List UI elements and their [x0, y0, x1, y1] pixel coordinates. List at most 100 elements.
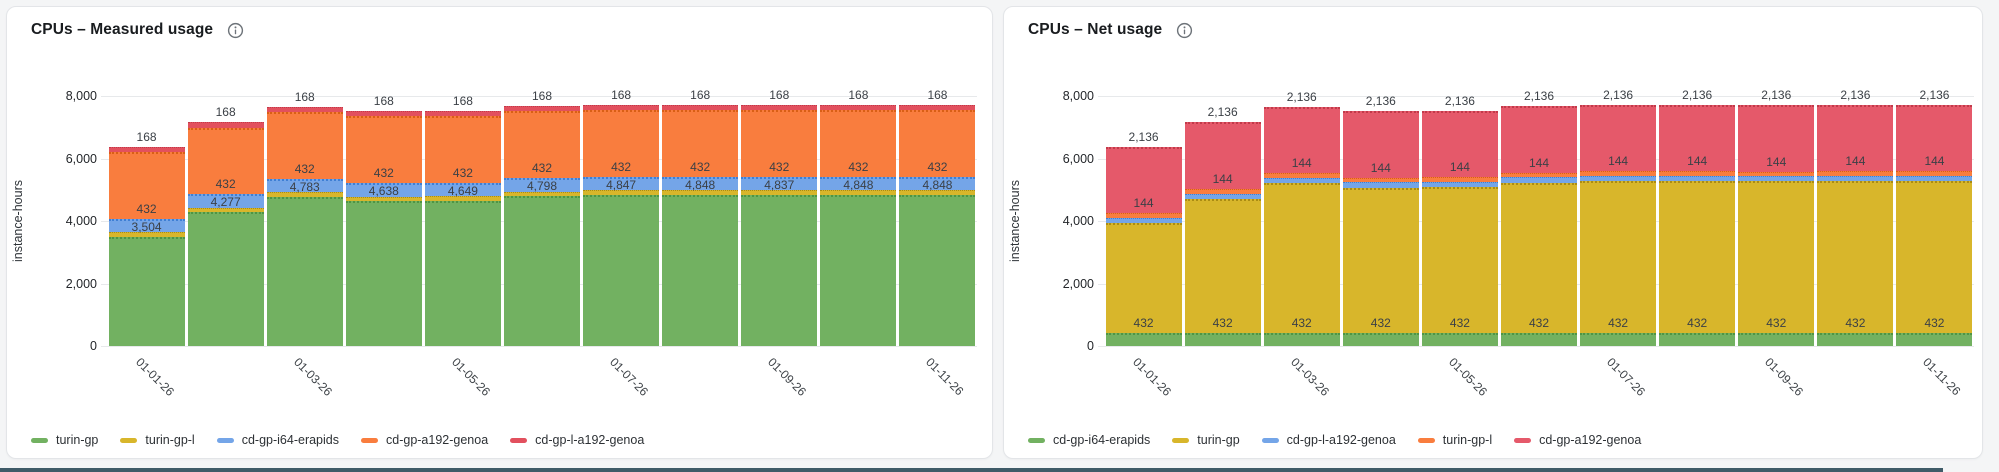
legend-item-cd-gp-l-a192-genoa[interactable]: cd-gp-l-a192-genoa [1261, 433, 1396, 447]
bar-segment-turin-gp-l[interactable] [345, 196, 422, 202]
legend-item-turin-gp[interactable]: turin-gp [31, 433, 98, 447]
legend-item-cd-gp-i64-erapids[interactable]: cd-gp-i64-erapids [1028, 433, 1150, 447]
bar-segment-cd-gp-l-a192-genoa[interactable] [1896, 175, 1973, 181]
bar-segment-cd-gp-l-a192-genoa[interactable] [1500, 177, 1578, 183]
info-icon[interactable] [1176, 22, 1193, 39]
bar-segment-turin-gp-l[interactable] [820, 190, 897, 195]
bar-segment-turin-gp-l[interactable] [899, 190, 976, 195]
bar-segment-cd-gp-i64-erapids[interactable] [1263, 332, 1340, 346]
bar-segment-cd-gp-a192-genoa[interactable] [266, 111, 343, 179]
bar-segment-turin-gp[interactable] [1500, 182, 1578, 333]
bar-segment-turin-gp[interactable] [820, 194, 897, 346]
legend-item-turin-gp-l[interactable]: turin-gp-l [120, 433, 195, 447]
bar-segment-turin-gp-l[interactable] [662, 190, 739, 195]
bar-segment-cd-gp-a192-genoa[interactable] [1500, 106, 1578, 173]
bar-segment-turin-gp[interactable] [266, 196, 343, 346]
bar-segment-turin-gp-l[interactable] [187, 207, 264, 213]
bar-segment-cd-gp-a192-genoa[interactable] [1342, 111, 1419, 178]
bar-segment-turin-gp[interactable] [741, 194, 818, 346]
bar-segment-cd-gp-a192-genoa[interactable] [662, 109, 739, 177]
bar-segment-cd-gp-l-a192-genoa[interactable] [424, 110, 501, 116]
bar-segment-cd-gp-i64-erapids[interactable] [345, 183, 422, 197]
bar-segment-cd-gp-l-a192-genoa[interactable] [662, 104, 739, 110]
bar-segment-turin-gp-l[interactable] [1817, 171, 1894, 176]
bar-segment-cd-gp-a192-genoa[interactable] [741, 110, 818, 177]
bar-segment-cd-gp-i64-erapids[interactable] [266, 178, 343, 193]
bar-segment-turin-gp-l[interactable] [1263, 173, 1340, 178]
bar-segment-turin-gp[interactable] [899, 194, 976, 346]
bar-segment-turin-gp[interactable] [1342, 187, 1419, 333]
bar-segment-turin-gp[interactable] [1738, 181, 1815, 333]
bar-segment-turin-gp-l[interactable] [1738, 171, 1815, 177]
bar-segment-cd-gp-a192-genoa[interactable] [1659, 104, 1736, 172]
bar-segment-cd-gp-i64-erapids[interactable] [1817, 332, 1894, 346]
bar-segment-cd-gp-l-a192-genoa[interactable] [820, 104, 897, 110]
bar-segment-cd-gp-a192-genoa[interactable] [820, 109, 897, 177]
bar-segment-cd-gp-i64-erapids[interactable] [662, 176, 739, 190]
bar-segment-cd-gp-a192-genoa[interactable] [424, 115, 501, 183]
legend-item-turin-gp-l[interactable]: turin-gp-l [1417, 433, 1492, 447]
bar-segment-cd-gp-l-a192-genoa[interactable] [108, 146, 185, 152]
bar-segment-cd-gp-l-a192-genoa[interactable] [741, 104, 818, 111]
bar-segment-cd-gp-a192-genoa[interactable] [1580, 104, 1657, 172]
bar-segment-cd-gp-i64-erapids[interactable] [1105, 332, 1182, 346]
bar-segment-turin-gp[interactable] [1184, 198, 1261, 333]
bar-segment-turin-gp[interactable] [1659, 181, 1736, 333]
bar-segment-cd-gp-l-a192-genoa[interactable] [1580, 175, 1657, 182]
bar-segment-turin-gp-l[interactable] [1105, 213, 1182, 218]
bar-segment-turin-gp-l[interactable] [424, 196, 501, 201]
bar-segment-cd-gp-i64-erapids[interactable] [583, 176, 660, 191]
bar-segment-turin-gp[interactable] [1263, 183, 1340, 333]
bar-segment-cd-gp-i64-erapids[interactable] [187, 194, 264, 208]
legend-item-cd-gp-a192-genoa[interactable]: cd-gp-a192-genoa [1514, 433, 1641, 447]
bar-segment-turin-gp-l[interactable] [1500, 172, 1578, 178]
bar-segment-cd-gp-i64-erapids[interactable] [1580, 332, 1657, 346]
bar-segment-cd-gp-l-a192-genoa[interactable] [1421, 181, 1498, 188]
bar-segment-cd-gp-i64-erapids[interactable] [1421, 332, 1498, 346]
bar-segment-turin-gp[interactable] [424, 200, 501, 346]
bar-segment-cd-gp-i64-erapids[interactable] [424, 182, 501, 197]
bar-segment-turin-gp-l[interactable] [503, 191, 581, 197]
bar-segment-turin-gp-l[interactable] [108, 232, 185, 237]
bar-segment-turin-gp-l[interactable] [1342, 177, 1419, 183]
bar-segment-cd-gp-l-a192-genoa[interactable] [1263, 177, 1340, 184]
bar-segment-cd-gp-l-a192-genoa[interactable] [1105, 217, 1182, 223]
bar-segment-cd-gp-i64-erapids[interactable] [1500, 332, 1578, 346]
bar-segment-turin-gp-l[interactable] [741, 190, 818, 195]
bar-segment-turin-gp[interactable] [1896, 181, 1973, 333]
bar-segment-cd-gp-a192-genoa[interactable] [899, 109, 976, 177]
bar-segment-cd-gp-i64-erapids[interactable] [1659, 332, 1736, 346]
bar-segment-turin-gp-l[interactable] [266, 192, 343, 197]
bar-segment-cd-gp-i64-erapids[interactable] [1342, 332, 1419, 346]
bar-segment-turin-gp[interactable] [503, 196, 581, 346]
bar-segment-turin-gp[interactable] [662, 194, 739, 346]
bar-segment-cd-gp-l-a192-genoa[interactable] [187, 122, 264, 128]
info-icon[interactable] [227, 22, 244, 39]
bar-segment-turin-gp[interactable] [1105, 223, 1182, 333]
legend-item-turin-gp[interactable]: turin-gp [1172, 433, 1240, 447]
bar-segment-turin-gp[interactable] [1421, 187, 1498, 333]
bar-segment-cd-gp-a192-genoa[interactable] [345, 116, 422, 184]
bar-segment-cd-gp-l-a192-genoa[interactable] [266, 106, 343, 112]
bar-segment-turin-gp-l[interactable] [1659, 171, 1736, 176]
bar-segment-turin-gp[interactable] [187, 212, 264, 346]
bar-segment-turin-gp-l[interactable] [1421, 177, 1498, 182]
bar-segment-turin-gp[interactable] [1817, 181, 1894, 333]
bar-segment-cd-gp-l-a192-genoa[interactable] [583, 104, 660, 110]
bar-segment-cd-gp-a192-genoa[interactable] [1421, 110, 1498, 178]
legend-item-cd-gp-i64-erapids[interactable]: cd-gp-i64-erapids [216, 433, 339, 447]
bar-segment-cd-gp-a192-genoa[interactable] [108, 151, 185, 219]
legend-item-cd-gp-l-a192-genoa[interactable]: cd-gp-l-a192-genoa [510, 433, 644, 447]
bar-segment-cd-gp-l-a192-genoa[interactable] [345, 111, 422, 117]
bar-segment-cd-gp-a192-genoa[interactable] [187, 127, 264, 195]
bar-segment-cd-gp-a192-genoa[interactable] [503, 111, 581, 179]
bar-segment-turin-gp[interactable] [1580, 181, 1657, 333]
bar-segment-cd-gp-l-a192-genoa[interactable] [1817, 175, 1894, 181]
bar-segment-cd-gp-i64-erapids[interactable] [1738, 332, 1815, 346]
bar-segment-turin-gp-l[interactable] [1896, 171, 1973, 176]
bar-segment-turin-gp-l[interactable] [583, 190, 660, 195]
bar-segment-turin-gp[interactable] [583, 194, 660, 346]
bar-segment-cd-gp-l-a192-genoa[interactable] [899, 104, 976, 110]
bar-segment-cd-gp-a192-genoa[interactable] [1105, 146, 1182, 214]
bar-segment-cd-gp-l-a192-genoa[interactable] [1659, 175, 1736, 181]
